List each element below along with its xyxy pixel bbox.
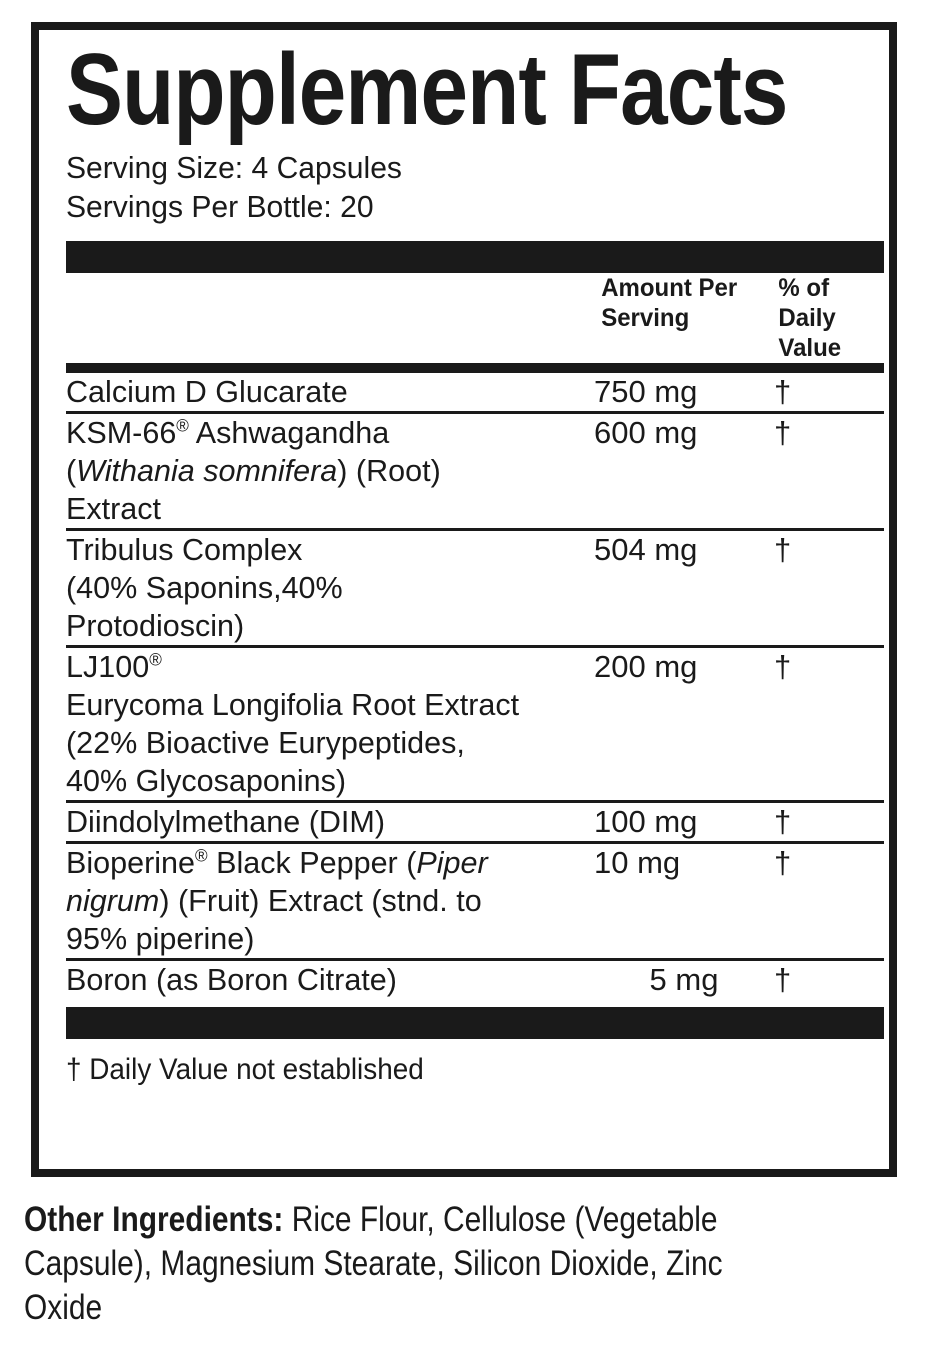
ingredient-daily-value: † [774,374,792,409]
table-row: Bioperine® Black Pepper (Piper nigrum) (F… [66,844,884,958]
row-separator [66,958,884,961]
ingredient-name: Boron (as Boron Citrate) [66,962,397,997]
ingredient-amount: 750 mg [594,374,698,409]
ingredient-amount: 10 mg [594,845,681,880]
table-row: Tribulus Complex (40% Saponins,40% Protodi… [66,531,884,645]
ingredient-amount: 100 mg [594,804,698,839]
ingredient-daily-value: † [774,415,792,450]
ingredient-table: Calcium D Glucarate 750 mg † KSM-66® Ash… [66,373,884,999]
header-amount-line1: Amount Per [601,274,738,302]
ingredient-daily-value: † [774,649,792,684]
ingredient-daily-value: † [774,532,792,567]
header-spacer [66,273,594,363]
row-separator [66,645,884,648]
ingredient-name: Bioperine® Black Pepper (Piper nigrum) (F… [66,845,488,956]
table-header-row: Amount Per Serving % of Daily Value [66,273,884,363]
header-medium-bar [66,363,884,373]
ingredient-name: Tribulus Complex (40% Saponins,40% Protodi… [66,532,343,643]
ingredient-name: LJ100® Eurycoma Longifolia Root Extract (2… [66,649,520,798]
header-amount-line2: Serving [601,304,690,332]
serving-info: Serving Size: 4 Capsules Servings Per Bo… [66,148,884,226]
ingredient-daily-value: † [774,845,792,880]
row-separator [66,800,884,803]
panel-title: Supplement Facts [66,34,788,146]
table-row: Calcium D Glucarate 750 mg † [66,373,884,411]
header-dv-line2: Value [778,334,842,362]
ingredient-amount: 5 mg [649,962,719,997]
table-row: KSM-66® Ashwagandha (Withania somnifera) … [66,414,884,528]
table-row: Boron (as Boron Citrate) 5 mg † [66,961,884,999]
row-separator [66,411,884,414]
nutrition-table: Amount Per Serving % of Daily Value [66,273,884,363]
ingredient-amount: 200 mg [594,649,698,684]
serving-size: Serving Size: 4 Capsules [66,150,402,185]
header-dv-line1: % of Daily [778,274,836,332]
ingredient-amount: 600 mg [594,415,698,450]
ingredient-daily-value: † [774,962,792,997]
ingredient-name: Diindolylmethane (DIM) [66,804,386,839]
supplement-facts-panel: Supplement Facts Serving Size: 4 Capsule… [31,22,897,1177]
other-ingredients-value: Rice Flour, Cellulose (Vegetable Capsule… [24,1200,723,1327]
row-separator [66,528,884,531]
ingredient-daily-value: † [774,804,792,839]
other-ingredients: Other Ingredients: Rice Flour, Cellulose… [24,1198,780,1330]
ingredient-name: KSM-66® Ashwagandha (Withania somnifera) … [66,415,441,526]
ingredient-amount: 504 mg [594,532,698,567]
row-separator [66,841,884,844]
servings-per-container: Servings Per Bottle: 20 [66,189,374,224]
daily-value-footnote: † Daily Value not established [66,1053,424,1086]
table-row: Diindolylmethane (DIM) 100 mg † [66,803,884,841]
table-row: LJ100® Eurycoma Longifolia Root Extract (2… [66,648,884,800]
header-thick-bar [66,241,884,273]
other-ingredients-label: Other Ingredients: [24,1200,284,1239]
footer-thick-bar [66,1007,884,1039]
header-amount-per-serving: Amount Per Serving [601,273,774,363]
header-daily-value: % of Daily Value [778,273,884,363]
ingredient-name: Calcium D Glucarate [66,374,348,409]
